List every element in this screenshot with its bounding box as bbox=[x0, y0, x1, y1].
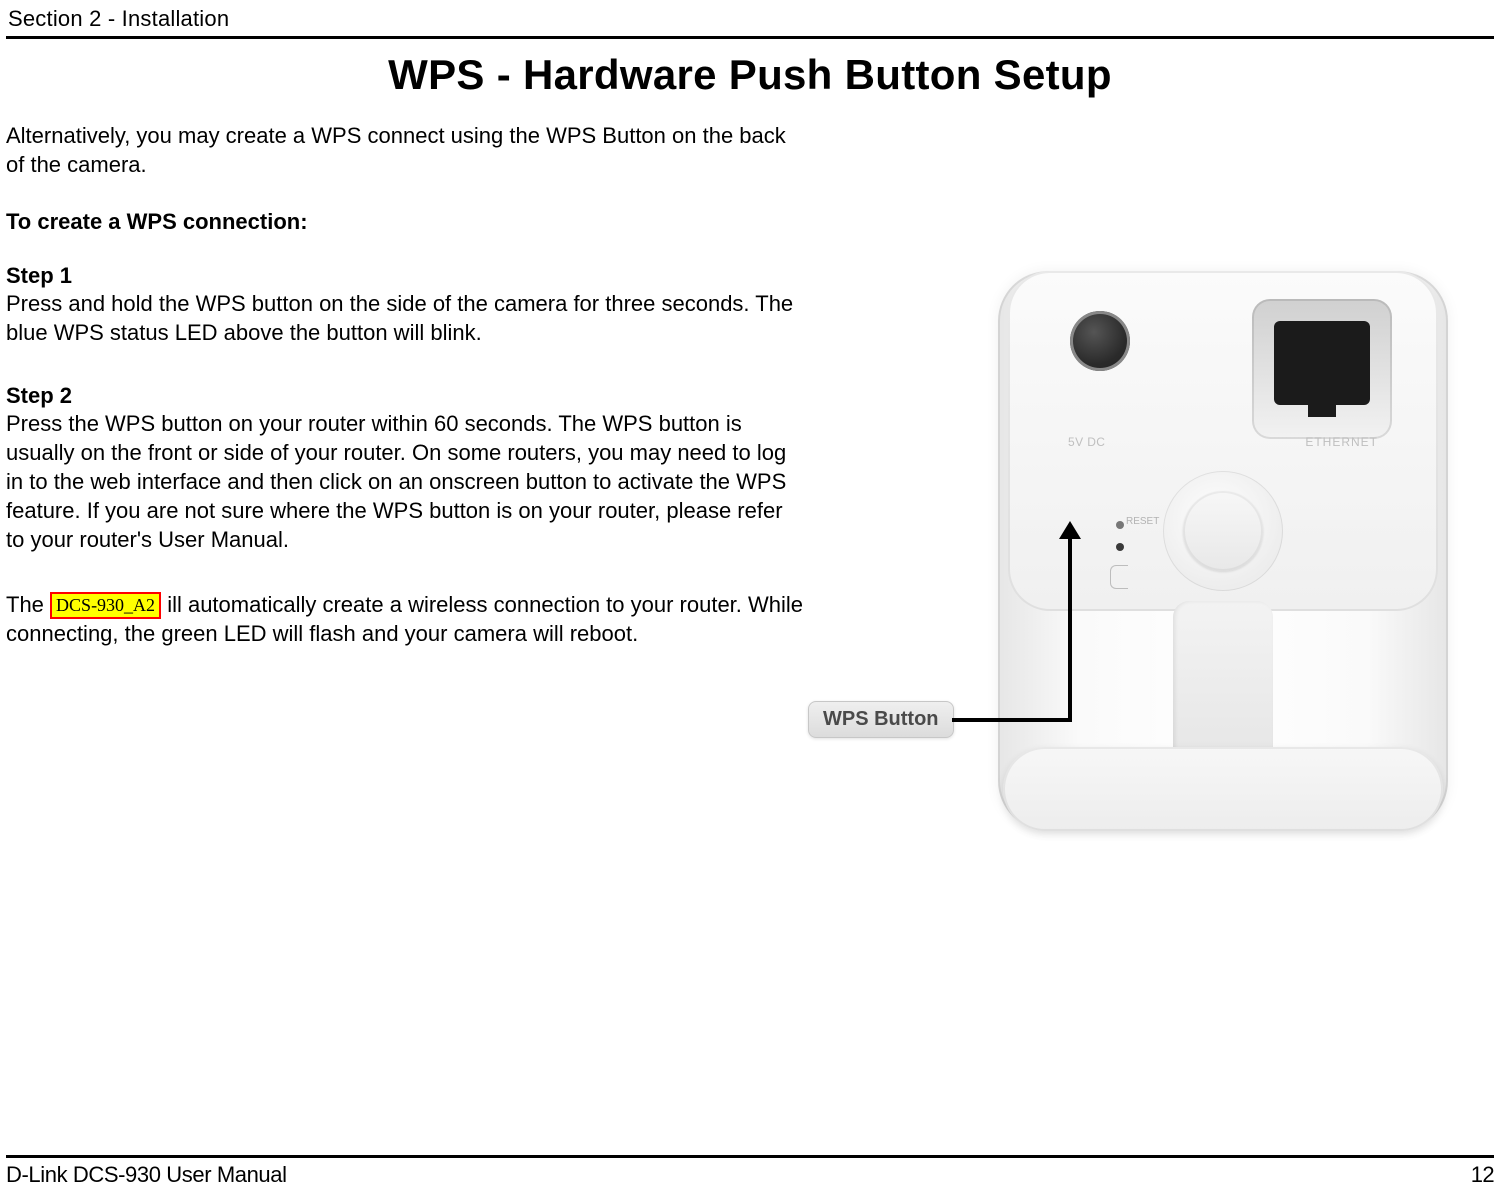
model-highlight: DCS-930_A2 bbox=[50, 592, 161, 619]
text-column: Alternatively, you may create a WPS conn… bbox=[6, 121, 806, 648]
ethernet-label: ETHERNET bbox=[1305, 435, 1378, 449]
callout-line-horizontal bbox=[952, 718, 1072, 722]
dc-port bbox=[1070, 311, 1130, 371]
wps-bracket bbox=[1110, 565, 1128, 589]
led-indicator bbox=[1116, 543, 1124, 551]
camera-head: 5V DC ETHERNET RESET bbox=[1008, 271, 1438, 611]
ethernet-clip bbox=[1308, 405, 1336, 417]
camera-body: 5V DC ETHERNET RESET bbox=[998, 271, 1448, 831]
closing-paragraph: The DCS-930_A2 ill automatically create … bbox=[6, 590, 806, 648]
reset-pinhole bbox=[1116, 521, 1124, 529]
step1-body: Press and hold the WPS button on the sid… bbox=[6, 289, 806, 347]
intro-paragraph: Alternatively, you may create a WPS conn… bbox=[6, 121, 806, 179]
callout-arrow bbox=[1059, 521, 1081, 539]
reset-label: RESET bbox=[1126, 516, 1159, 527]
camera-base bbox=[1003, 747, 1443, 831]
ethernet-port bbox=[1252, 299, 1392, 439]
step2-heading: Step 2 bbox=[6, 383, 806, 409]
dc-label: 5V DC bbox=[1068, 435, 1105, 449]
footer-row: D-Link DCS-930 User Manual 12 bbox=[6, 1162, 1494, 1188]
page-title: WPS - Hardware Push Button Setup bbox=[6, 51, 1494, 99]
footer: D-Link DCS-930 User Manual 12 bbox=[6, 1155, 1494, 1188]
rule-bottom bbox=[6, 1155, 1494, 1158]
ethernet-hole bbox=[1274, 321, 1370, 405]
content-region: Alternatively, you may create a WPS conn… bbox=[6, 121, 1494, 648]
rule-top bbox=[6, 36, 1494, 39]
subheading: To create a WPS connection: bbox=[6, 209, 806, 235]
page-number: 12 bbox=[1471, 1162, 1494, 1188]
wps-callout-label: WPS Button bbox=[808, 701, 954, 738]
closing-prefix: The bbox=[6, 592, 44, 617]
manual-page: Section 2 - Installation WPS - Hardware … bbox=[0, 0, 1500, 1194]
section-header: Section 2 - Installation bbox=[6, 0, 1494, 32]
step1-heading: Step 1 bbox=[6, 263, 806, 289]
callout-line-vertical bbox=[1068, 533, 1072, 721]
camera-stand bbox=[1173, 601, 1273, 771]
wps-button-inner bbox=[1183, 491, 1263, 571]
wps-button-graphic bbox=[1163, 471, 1283, 591]
camera-figure: 5V DC ETHERNET RESET bbox=[808, 231, 1488, 851]
step2-body: Press the WPS button on your router with… bbox=[6, 409, 806, 554]
footer-title: D-Link DCS-930 User Manual bbox=[6, 1162, 287, 1188]
